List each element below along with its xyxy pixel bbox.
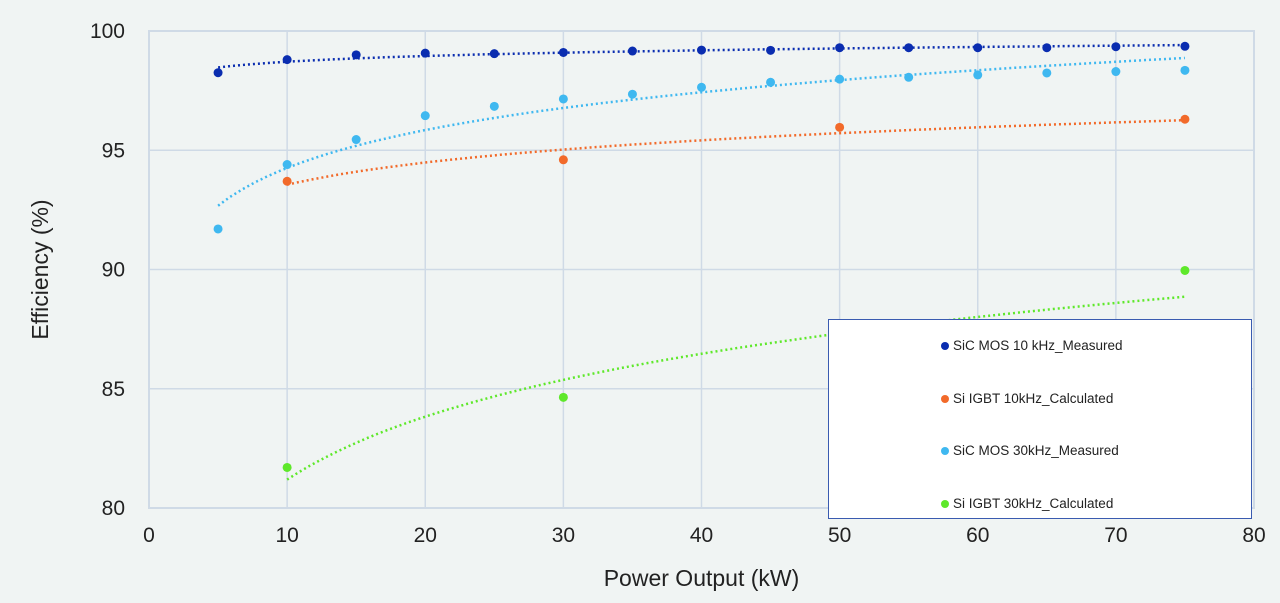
data-point [351,50,361,60]
x-tick-label: 0 [143,524,155,547]
legend-label: SiC MOS 10 kHz_Measured [953,338,1123,353]
legend-marker [941,341,949,350]
data-point [835,43,845,53]
legend-item: SiC MOS 30kHz_Measured [941,443,1119,458]
legend-item: Si IGBT 10kHz_Calculated [941,391,1113,406]
data-point [627,89,637,99]
data-point [766,77,776,87]
legend-marker [941,499,949,508]
data-point [1042,68,1052,78]
x-tick-label: 50 [828,524,851,547]
legend-item: SiC MOS 10 kHz_Measured [941,338,1123,353]
data-point [282,55,292,65]
data-point [282,462,292,472]
data-point [973,70,983,80]
data-point [558,155,568,165]
data-point [1180,265,1190,275]
data-point [213,68,223,78]
y-tick-label: 85 [102,378,125,401]
x-tick-label: 40 [690,524,713,547]
legend-marker [941,394,949,403]
x-tick-label: 20 [414,524,437,547]
data-point [627,46,637,56]
x-tick-label: 30 [552,524,575,547]
data-point [1111,67,1121,77]
data-point [904,43,914,53]
data-point [1111,42,1121,52]
trendline-2 [286,118,1185,186]
x-tick-label: 60 [966,524,989,547]
data-point [282,160,292,170]
data-point [420,48,430,58]
y-tick-label: 90 [102,259,125,282]
x-tick-label: 70 [1104,524,1127,547]
legend-label: Si IGBT 10kHz_Calculated [953,391,1114,406]
data-point [1180,114,1190,124]
legend-marker [941,446,949,455]
trendline-4 [286,295,1186,481]
data-point [213,224,223,234]
data-point [420,111,430,121]
data-point [489,49,499,59]
data-point [1180,41,1190,51]
legend-label: Si IGBT 30kHz_Calculated [953,496,1114,511]
data-point [558,94,568,104]
data-point [489,101,499,111]
data-point [558,47,568,57]
data-point [835,74,845,84]
legend-label: SiC MOS 30kHz_Measured [953,443,1119,458]
data-point [904,72,914,82]
x-axis-label: Power Output (kW) [604,565,800,591]
data-point [973,43,983,53]
y-axis-label: Efficiency (%) [27,199,53,339]
legend: SiC MOS 10 kHz_Measured Si IGBT 10kHz_Ca… [828,319,1252,519]
x-tick-label: 80 [1242,524,1265,547]
data-point [697,82,706,92]
data-point [835,122,845,132]
y-tick-label: 95 [102,139,125,162]
data-point [558,392,568,402]
y-tick-label: 100 [90,20,125,43]
data-point [697,45,706,55]
y-tick-label: 80 [102,497,125,520]
data-point [282,176,292,186]
trendline-3 [217,56,1185,207]
legend-item: Si IGBT 30kHz_Calculated [941,496,1113,511]
x-tick-label: 10 [275,524,298,547]
trendline-1 [217,43,1185,69]
data-point [1180,65,1190,75]
data-point [766,45,776,55]
data-point [1042,43,1052,53]
data-point [351,135,361,145]
